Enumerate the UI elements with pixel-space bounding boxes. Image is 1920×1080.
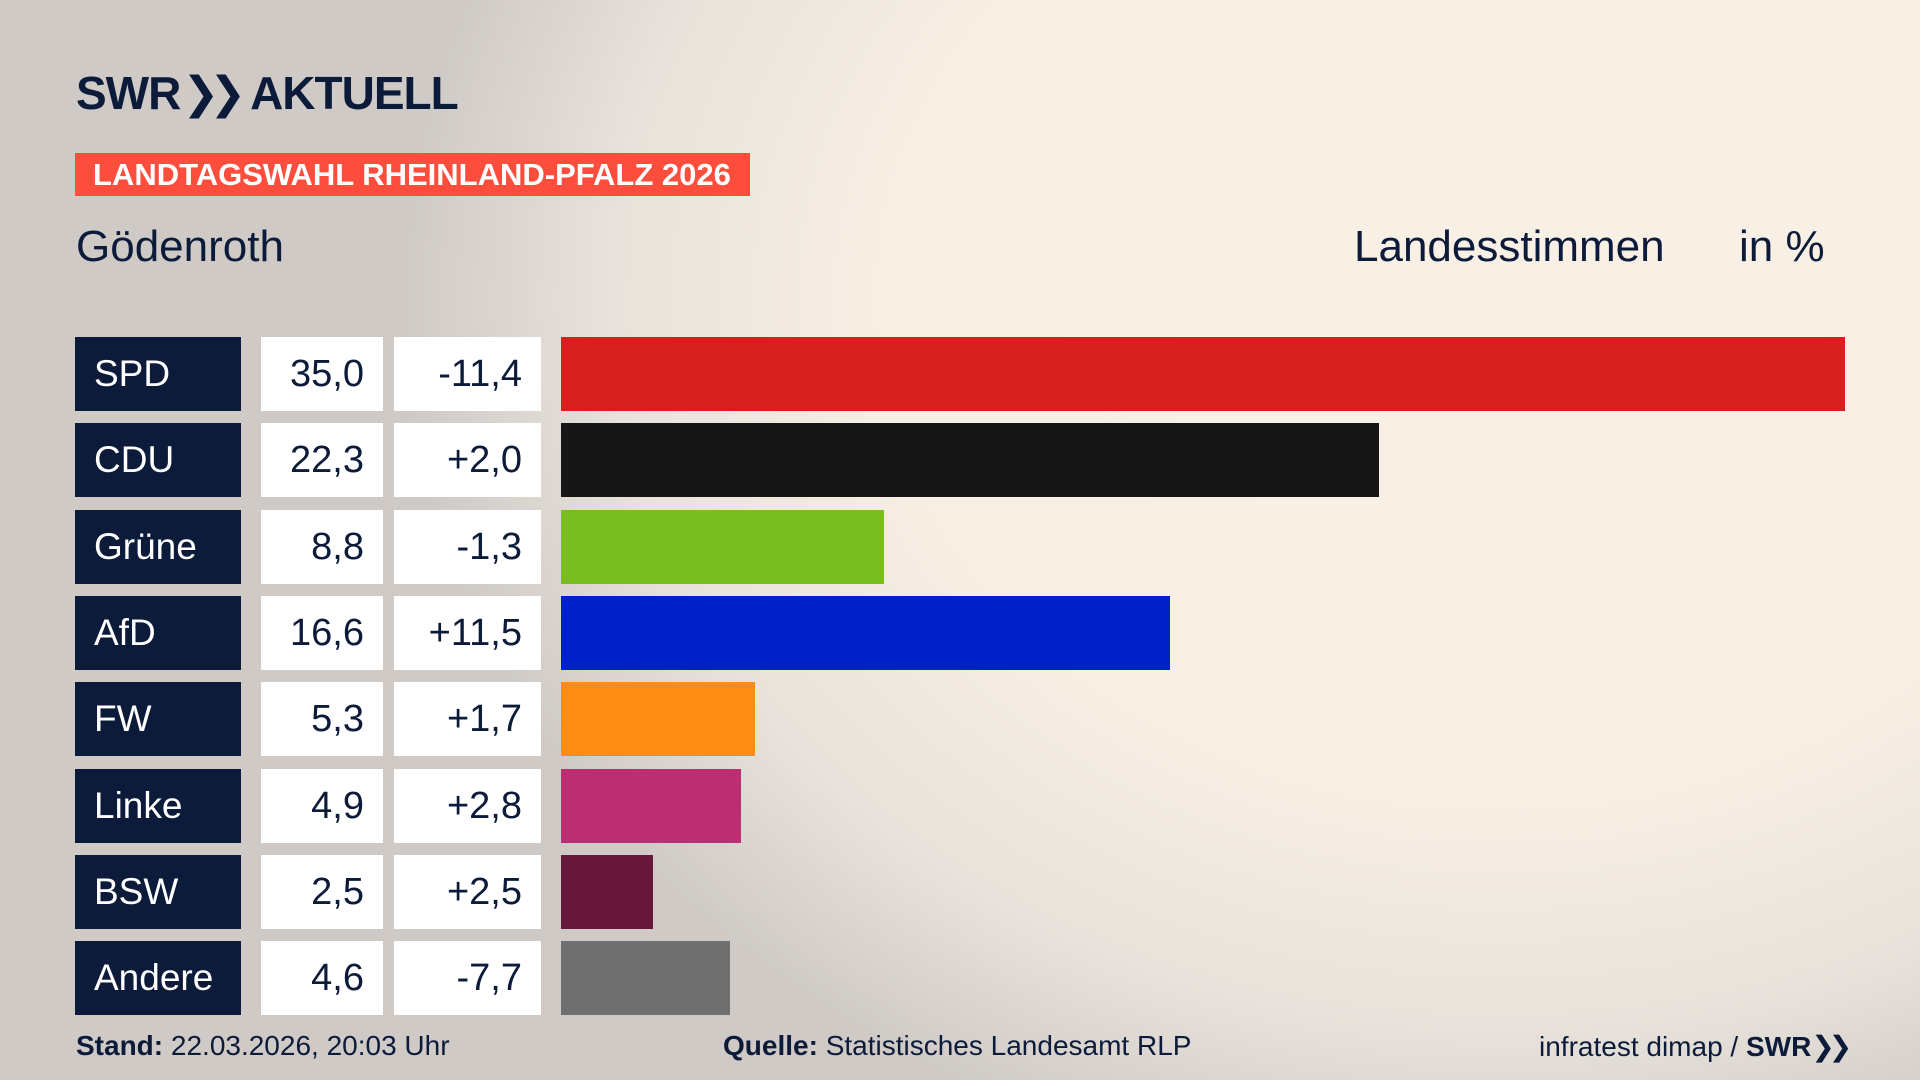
result-row: FW 5,3 +1,7 bbox=[0, 682, 1920, 757]
bar-cdu bbox=[561, 423, 1380, 498]
value-label: 16,6 bbox=[261, 595, 383, 670]
party-label: Linke bbox=[75, 768, 241, 843]
bar-fw bbox=[561, 682, 756, 757]
party-label: BSW bbox=[75, 854, 241, 929]
source-label: Quelle: bbox=[723, 1030, 818, 1061]
measure-label: Landesstimmen bbox=[1354, 222, 1665, 271]
party-label: SPD bbox=[75, 337, 241, 411]
party-label: Grüne bbox=[75, 509, 241, 584]
swr-small-logo: SWR bbox=[1745, 1031, 1812, 1062]
stand-label: Stand: bbox=[76, 1030, 164, 1061]
result-row: SPD 35,0 -11,4 bbox=[0, 337, 1920, 411]
source: Quelle: Statistisches Landesamt RLP bbox=[723, 1030, 1191, 1062]
party-label: Andere bbox=[75, 941, 241, 1016]
party-label: AfD bbox=[75, 595, 241, 670]
chevron-icon: ❯❯ bbox=[1811, 1031, 1852, 1062]
credit: infratest dimap / SWR❯❯ bbox=[1539, 1030, 1852, 1063]
value-label: 4,9 bbox=[261, 768, 383, 843]
bar-spd bbox=[561, 337, 1845, 411]
result-row: Andere 4,6 -7,7 bbox=[0, 941, 1920, 1016]
value-label: 35,0 bbox=[261, 337, 383, 411]
election-banner: LANDTAGSWAHL RHEINLAND-PFALZ 2026 bbox=[75, 153, 750, 196]
result-row: CDU 22,3 +2,0 bbox=[0, 423, 1920, 498]
value-label: 8,8 bbox=[261, 509, 383, 584]
bar-bsw bbox=[561, 854, 653, 929]
party-label: FW bbox=[75, 682, 241, 757]
credit-text: infratest dimap / bbox=[1539, 1031, 1739, 1062]
party-label: CDU bbox=[75, 423, 241, 498]
change-label: +11,5 bbox=[394, 595, 541, 670]
result-row: Linke 4,9 +2,8 bbox=[0, 768, 1920, 843]
bar-linke bbox=[561, 768, 741, 843]
change-label: +1,7 bbox=[394, 682, 541, 757]
source-value: Statistisches Landesamt RLP bbox=[825, 1030, 1192, 1061]
result-row: BSW 2,5 +2,5 bbox=[0, 854, 1920, 929]
value-label: 2,5 bbox=[261, 854, 383, 929]
value-label: 22,3 bbox=[261, 423, 383, 498]
bar-afd bbox=[561, 595, 1170, 670]
change-label: +2,8 bbox=[394, 768, 541, 843]
result-row: Grüne 8,8 -1,3 bbox=[0, 509, 1920, 584]
change-label: +2,0 bbox=[394, 423, 541, 498]
logo-swr: SWR bbox=[76, 67, 181, 119]
stand: Stand: 22.03.2026, 20:03 Uhr bbox=[76, 1030, 450, 1062]
bar-andere bbox=[561, 941, 730, 1016]
swr-aktuell-logo: SWR ❯❯ AKTUELL bbox=[76, 67, 459, 119]
change-label: -11,4 bbox=[394, 337, 541, 411]
result-row: AfD 16,6 +11,5 bbox=[0, 595, 1920, 670]
change-label: +2,5 bbox=[394, 854, 541, 929]
logo-aktuell: AKTUELL bbox=[250, 67, 459, 119]
change-label: -7,7 bbox=[394, 941, 541, 1016]
stand-value: 22.03.2026, 20:03 Uhr bbox=[170, 1030, 450, 1061]
bar-grüne bbox=[561, 509, 884, 584]
chevron-icon: ❯❯ bbox=[182, 68, 246, 118]
value-label: 4,6 bbox=[261, 941, 383, 1016]
change-label: -1,3 bbox=[394, 509, 541, 584]
value-label: 5,3 bbox=[261, 682, 383, 757]
unit-label: in % bbox=[1739, 222, 1825, 271]
place-title: Gödenroth bbox=[76, 222, 284, 271]
